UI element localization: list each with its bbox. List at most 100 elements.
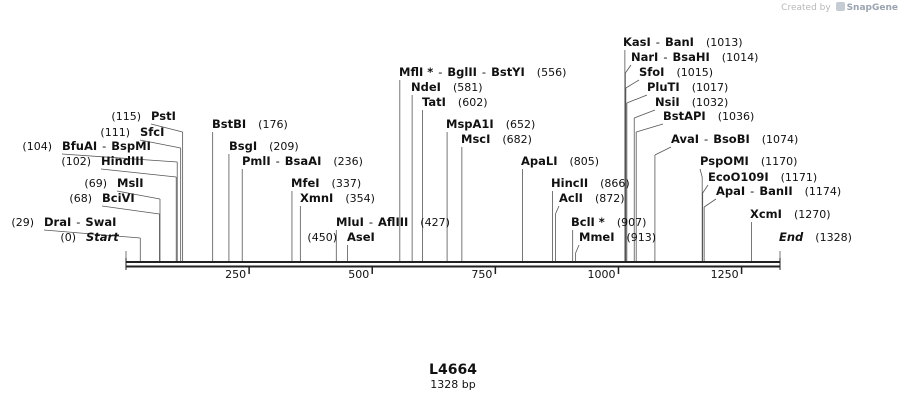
site-name-msli: MslI bbox=[117, 176, 144, 190]
site-leader-sfoi bbox=[625, 79, 640, 89]
site-leader-mmei bbox=[575, 244, 580, 254]
site-label-acli: AclI (872) bbox=[559, 191, 625, 205]
site-label-msli: MslI (69) bbox=[84, 176, 143, 190]
site-leader-hindiii bbox=[100, 168, 177, 178]
credit-prefix: Created by bbox=[781, 3, 831, 13]
site-pos-start: (0) bbox=[60, 231, 76, 244]
site-name-xcmi: XcmI (1270) bbox=[750, 207, 831, 221]
site-label-mlui: MluI - AflIII (427) bbox=[336, 215, 450, 229]
site-name-ecoo109i: EcoO109I (1171) bbox=[708, 170, 817, 184]
site-label-end: End (1328) bbox=[779, 230, 852, 244]
site-leader-nari bbox=[625, 64, 632, 74]
site-leader-acli bbox=[555, 205, 560, 215]
site-pos-bcivi: (68) bbox=[69, 192, 92, 205]
site-pos-drai: (29) bbox=[11, 216, 34, 229]
axis-ticks: 250 500 750 1000 1250 bbox=[225, 267, 743, 281]
site-label-pmli: PmlI - BsaAI (236) bbox=[242, 154, 363, 168]
site-name-bstapi: BstAPI (1036) bbox=[663, 109, 754, 123]
site-leader-pspomi bbox=[699, 168, 703, 178]
site-name-bstbi: BstBI (176) bbox=[212, 117, 288, 131]
site-name-bcivi: BciVI bbox=[102, 191, 135, 205]
site-name-nari: NarI - BsaHI (1014) bbox=[631, 50, 758, 64]
site-pos-sfci: (111) bbox=[100, 126, 130, 139]
site-name-hincii: HincII (866) bbox=[551, 176, 630, 190]
site-label-start: Start (0) bbox=[60, 230, 119, 244]
site-leader-drai bbox=[43, 229, 141, 239]
site-label-bcli: BclI * (907) bbox=[571, 215, 646, 229]
site-name-mlui: MluI - AflIII (427) bbox=[336, 215, 450, 229]
site-name-bsgi: BsgI (209) bbox=[229, 139, 299, 153]
site-label-kasi: KasI - BanI (1013) bbox=[623, 35, 743, 49]
site-name-mspa1i: MspA1I (652) bbox=[446, 117, 535, 131]
dna-backbone bbox=[125, 258, 781, 270]
site-pos-msli: (69) bbox=[84, 177, 107, 190]
site-label-ecoo109i: EcoO109I (1171) bbox=[708, 170, 817, 184]
site-name-kasi: KasI - BanI (1013) bbox=[623, 35, 743, 49]
site-leader-psti bbox=[150, 123, 183, 133]
site-leader-ecoo109i bbox=[702, 184, 709, 194]
tick-label-1000: 1000 bbox=[587, 268, 615, 281]
site-leader-bcivi bbox=[101, 205, 160, 215]
site-name-apali: ApaLI (805) bbox=[521, 154, 599, 168]
tick-label-750: 750 bbox=[471, 268, 492, 281]
site-name-bfuai: BfuAI - BspMI bbox=[62, 139, 151, 153]
site-label-mfei: MfeI (337) bbox=[291, 176, 361, 190]
site-leader-avai bbox=[654, 146, 672, 156]
site-name-pluti: PluTI (1017) bbox=[647, 80, 728, 94]
tick-label-250: 250 bbox=[225, 268, 246, 281]
site-name-start: Start bbox=[86, 230, 119, 244]
site-name-pspomi: PspOMI (1170) bbox=[700, 154, 797, 168]
feature-lines bbox=[43, 50, 781, 261]
site-name-msci: MscI (682) bbox=[461, 132, 532, 146]
site-label-tati: TatI (602) bbox=[422, 95, 488, 109]
site-leader-sfci bbox=[139, 139, 181, 149]
site-name-mfei: MfeI (337) bbox=[291, 176, 361, 190]
site-label-mspa1i: MspA1I (652) bbox=[446, 117, 535, 131]
plasmid-length: 1328 bp bbox=[430, 378, 475, 391]
site-name-pmli: PmlI - BsaAI (236) bbox=[242, 154, 363, 168]
site-name-apai: ApaI - BanII (1174) bbox=[716, 184, 841, 198]
site-name-end: End (1328) bbox=[779, 230, 852, 244]
site-label-hincii: HincII (866) bbox=[551, 176, 630, 190]
site-label-nsii: NsiI (1032) bbox=[655, 95, 728, 109]
site-label-xmni: XmnI (354) bbox=[300, 191, 375, 205]
site-label-asei: AseI (450) bbox=[307, 230, 374, 244]
credit-brand: SnapGene bbox=[846, 3, 898, 13]
site-label-bcivi: BciVI (68) bbox=[69, 191, 134, 205]
site-leader-bfuai bbox=[61, 153, 178, 163]
snapgene-logo-icon bbox=[835, 2, 845, 11]
site-label-pspomi: PspOMI (1170) bbox=[700, 154, 797, 168]
site-name-hindiii: HindIII bbox=[101, 154, 144, 168]
site-label-pluti: PluTI (1017) bbox=[647, 80, 728, 94]
site-name-bcli: BclI * (907) bbox=[571, 215, 646, 229]
site-label-sfci: SfcI (111) bbox=[100, 125, 164, 139]
site-leader-msli bbox=[116, 190, 161, 200]
site-name-ndei: NdeI (581) bbox=[411, 80, 483, 94]
plasmid-name: L4664 bbox=[429, 362, 477, 378]
site-label-nari: NarI - BsaHI (1014) bbox=[631, 50, 758, 64]
site-label-bfuai: BfuAI - BspMI (104) bbox=[22, 139, 150, 153]
site-name-xmni: XmnI (354) bbox=[300, 191, 375, 205]
site-leader-nsii bbox=[634, 109, 656, 119]
snapgene-credit: Created by SnapGene bbox=[781, 2, 898, 13]
site-name-avai: AvaI - BsoBI (1074) bbox=[671, 132, 798, 146]
site-name-tati: TatI (602) bbox=[422, 95, 488, 109]
site-label-avai: AvaI - BsoBI (1074) bbox=[671, 132, 798, 146]
site-name-nsii: NsiI (1032) bbox=[655, 95, 728, 109]
site-label-mmei: MmeI (913) bbox=[579, 230, 656, 244]
site-pos-psti: (115) bbox=[111, 110, 141, 123]
site-label-xcmi: XcmI (1270) bbox=[750, 207, 831, 221]
site-pos-hindiii: (102) bbox=[61, 155, 91, 168]
site-label-bstapi: BstAPI (1036) bbox=[663, 109, 754, 123]
site-name-mfli: MflI * - BglII - BstYI (556) bbox=[399, 65, 566, 79]
site-label-apai: ApaI - BanII (1174) bbox=[716, 184, 841, 198]
site-name-asei: AseI bbox=[347, 230, 375, 244]
site-pos-asei: (450) bbox=[307, 231, 337, 244]
site-label-hindiii: HindIII (102) bbox=[61, 154, 143, 168]
site-name-drai: DraI - SwaI bbox=[44, 215, 116, 229]
site-label-sfoi: SfoI (1015) bbox=[639, 65, 713, 79]
site-label-msci: MscI (682) bbox=[461, 132, 532, 146]
site-label-ndei: NdeI (581) bbox=[411, 80, 483, 94]
tick-label-1250: 1250 bbox=[711, 268, 739, 281]
